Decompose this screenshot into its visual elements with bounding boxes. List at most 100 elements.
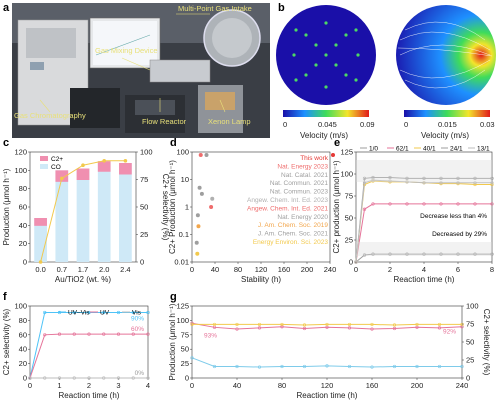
y-tick-label: 1 (185, 203, 189, 212)
x-tick-label: 0 (190, 381, 194, 390)
bar-c2plus (119, 163, 132, 262)
x-tick-label: 240 (324, 265, 337, 274)
series-line (191, 322, 463, 330)
bar-c2plus (76, 168, 90, 262)
x-tick-label: 80 (234, 265, 242, 274)
series-line (191, 357, 462, 368)
sim-inlet-dot (292, 53, 296, 57)
data-point (195, 213, 200, 218)
point-label: Nat. Catal. 2021 (281, 172, 328, 179)
sim-inlet-dot (334, 43, 338, 47)
y-tick-label: 80 (19, 184, 27, 193)
selectivity-line (40, 160, 126, 263)
chart-g: 0 25 50 75 100 125 0 40 80 120 160 200 240 Reaction t… (168, 302, 491, 400)
data-point (196, 224, 201, 229)
colorbar-2 (404, 110, 490, 117)
x-axis-label: Au/TiO2 (wt. %) (55, 275, 111, 284)
legend-swatch-c2plus (40, 156, 48, 161)
cb2-tick-2: 0.03 (480, 120, 495, 129)
y2-axis-label: C2+ selectivity (%) (482, 309, 491, 376)
sim-disc-right (396, 5, 496, 105)
x-axis-label: Reaction time (h) (394, 275, 455, 284)
y-tick-label: 40 (19, 345, 27, 354)
sim-inlet-dot (314, 63, 318, 67)
point-label: Nat. Energy 2020 (277, 214, 328, 221)
panel-c-label: c (3, 137, 9, 149)
x-tick-label: 240 (456, 381, 469, 390)
callout-flow-reactor: Flow Reactor (142, 117, 187, 126)
legend-label: UV–Vis (68, 310, 90, 317)
y-tick-label: 0.01 (174, 258, 189, 267)
x-tick-label: 2 (388, 265, 392, 274)
x-tick-label: 1.7 (78, 265, 88, 274)
callout-xenon-lamp: Xenon Lamp (208, 117, 251, 126)
y-tick-label: 100 (340, 170, 353, 179)
y-tick-label: 10 (181, 175, 189, 184)
bar-c2plus (97, 161, 111, 262)
y2-tick-label: 100 (140, 148, 153, 157)
callout-mixing: Gas Mixing Device (95, 46, 158, 55)
x-tick-label: 120 (255, 265, 268, 274)
sim-inlet-dot (294, 28, 298, 32)
y2-tick-label: 0 (466, 374, 470, 383)
note-0: 0% (135, 370, 145, 377)
point-label: Energy Environ. Sci. 2023 (253, 239, 329, 246)
y-tick-label: 50 (345, 214, 353, 223)
x-tick-label: 8 (490, 265, 494, 274)
series-line (355, 179, 492, 263)
y2-tick-label: 50 (466, 338, 474, 347)
x-tick-label: 200 (301, 265, 314, 274)
sim-inlet-dot (354, 78, 358, 82)
y2-tick-label: 25 (466, 356, 474, 365)
x-tick-label: 160 (366, 381, 379, 390)
series-line (192, 323, 462, 326)
x-tick-label: 2.4 (120, 265, 130, 274)
cb1-tick-2: 0.09 (360, 120, 375, 129)
sim-inlet-dot (334, 63, 338, 67)
legend-co: CO (51, 164, 61, 171)
bar-co (119, 163, 132, 175)
colorbar-1 (283, 110, 369, 117)
y-tick-label: 40 (19, 221, 27, 230)
x-tick-label: 40 (211, 265, 219, 274)
x-axis-label: Reaction time (h) (59, 391, 120, 400)
note-92: 92% (443, 328, 456, 335)
sim-inlet-dot (344, 73, 348, 77)
data-point (209, 205, 214, 209)
x-tick-label: 200 (411, 381, 424, 390)
data-point (204, 153, 209, 157)
series-line (355, 253, 492, 263)
data-point (199, 191, 204, 196)
panel-f-label: f (3, 291, 7, 303)
data-point (210, 196, 215, 201)
legend-label: 62/1 (396, 146, 409, 153)
sim-inlet-dot (324, 53, 328, 57)
note-decrease-29: Decreased by 29% (432, 231, 487, 238)
legend-label: Vis (132, 310, 142, 317)
x-tick-label: 4 (422, 265, 426, 274)
legend-c2plus: C2+ (51, 156, 63, 163)
x-axis-label: Reaction time (h) (297, 391, 358, 400)
note-90: 90% (131, 315, 144, 322)
legend-swatch-co (40, 164, 48, 169)
y-tick-label: 120 (14, 148, 27, 157)
bar-co (97, 161, 111, 172)
sim-inlet-dot (344, 33, 348, 37)
y-tick-label: 100 (14, 302, 27, 311)
y-tick-label: 125 (176, 302, 189, 311)
y2-tick-label: 25 (140, 230, 148, 239)
sim-inlet-dot (324, 85, 328, 89)
point-label: Angew. Chem. Int. Ed. 2021 (247, 205, 328, 212)
point-label: Nat. Energy 2023 (277, 163, 328, 170)
y-tick-label: 0.1 (179, 230, 189, 239)
y-tick-label: 0 (185, 374, 189, 383)
y-tick-label: 50 (181, 345, 189, 354)
y-tick-label: 80 (19, 316, 27, 325)
note-60: 60% (131, 326, 144, 333)
cb2-tick-1: 0.015 (438, 120, 457, 129)
point-label: Angew. Chem. Int. Ed. 2023 (247, 197, 328, 204)
y-tick-label: 20 (19, 239, 27, 248)
x-tick-label: 80 (278, 381, 286, 390)
point-label: Nat. Commun. 2021 (270, 180, 329, 187)
